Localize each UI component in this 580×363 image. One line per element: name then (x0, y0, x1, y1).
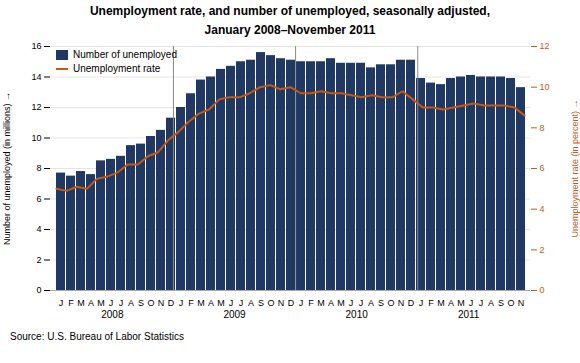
svg-text:0: 0 (540, 285, 545, 295)
svg-text:6: 6 (36, 194, 41, 204)
svg-text:M: M (317, 298, 325, 308)
svg-text:J: J (179, 298, 184, 308)
svg-text:10: 10 (540, 82, 550, 92)
svg-text:J: J (419, 298, 424, 308)
svg-text:F: F (308, 298, 314, 308)
svg-text:M: M (337, 298, 345, 308)
svg-text:Number of unemployed (in milli: Number of unemployed (in millions) → (2, 92, 12, 245)
svg-text:O: O (267, 298, 274, 308)
svg-text:D: D (288, 298, 295, 308)
svg-text:N: N (518, 298, 525, 308)
svg-text:J: J (109, 298, 114, 308)
svg-text:S: S (498, 298, 504, 308)
svg-text:J: J (119, 298, 124, 308)
svg-text:N: N (398, 298, 405, 308)
svg-text:F: F (428, 298, 434, 308)
svg-text:8: 8 (36, 163, 41, 173)
svg-text:J: J (479, 298, 484, 308)
html-text:Unemployment rate, and number: Unemployment rate, and number of unemplo… (90, 4, 490, 18)
svg-text:2008: 2008 (101, 309, 124, 320)
svg-text:A: A (368, 298, 374, 308)
svg-text:6: 6 (540, 163, 545, 173)
svg-text:4: 4 (540, 204, 545, 214)
svg-text:N: N (278, 298, 285, 308)
svg-text:M: M (457, 298, 465, 308)
svg-text:M: M (197, 298, 205, 308)
html-text:Source: U.S. Bureau of Labor S: Source: U.S. Bureau of Labor Statistics (10, 331, 184, 342)
svg-text:2010: 2010 (346, 309, 369, 320)
svg-text:2009: 2009 (223, 309, 246, 320)
svg-text:J: J (299, 298, 304, 308)
svg-text:4: 4 (36, 224, 41, 234)
svg-text:Unemployment rate (in percent): Unemployment rate (in percent) → (570, 99, 580, 237)
svg-text:S: S (138, 298, 144, 308)
svg-text:D: D (408, 298, 415, 308)
svg-text:2: 2 (36, 255, 41, 265)
svg-text:J: J (469, 298, 474, 308)
svg-text:12: 12 (540, 41, 550, 51)
svg-text:A: A (208, 298, 214, 308)
svg-text:M: M (97, 298, 105, 308)
html-text:Unemployment rate: Unemployment rate (73, 63, 161, 74)
svg-text:A: A (128, 298, 134, 308)
svg-text:0: 0 (36, 285, 41, 295)
svg-text:F: F (188, 298, 194, 308)
svg-text:A: A (248, 298, 254, 308)
html-text:January 2008–November 2011: January 2008–November 2011 (204, 23, 376, 37)
svg-text:O: O (507, 298, 514, 308)
svg-text:8: 8 (540, 123, 545, 133)
svg-text:J: J (359, 298, 364, 308)
svg-text:A: A (328, 298, 334, 308)
svg-text:M: M (77, 298, 85, 308)
svg-text:J: J (229, 298, 234, 308)
svg-text:O: O (387, 298, 394, 308)
svg-text:J: J (239, 298, 244, 308)
svg-text:J: J (59, 298, 64, 308)
svg-text:S: S (378, 298, 384, 308)
svg-text:14: 14 (31, 72, 41, 82)
svg-text:D: D (168, 298, 175, 308)
svg-text:S: S (258, 298, 264, 308)
svg-text:M: M (217, 298, 225, 308)
svg-text:16: 16 (31, 41, 41, 51)
svg-text:2011: 2011 (458, 309, 480, 320)
html-text:Number of unemployed: Number of unemployed (73, 49, 177, 60)
svg-text:12: 12 (31, 102, 41, 112)
svg-text:O: O (147, 298, 154, 308)
svg-text:A: A (88, 298, 94, 308)
svg-text:J: J (349, 298, 354, 308)
svg-text:A: A (448, 298, 454, 308)
svg-text:10: 10 (31, 133, 41, 143)
svg-text:F: F (68, 298, 74, 308)
svg-text:A: A (488, 298, 494, 308)
svg-text:M: M (437, 298, 445, 308)
svg-text:2: 2 (540, 245, 545, 255)
svg-text:N: N (158, 298, 165, 308)
